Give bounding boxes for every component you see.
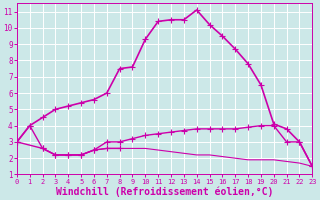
X-axis label: Windchill (Refroidissement éolien,°C): Windchill (Refroidissement éolien,°C) [56,186,273,197]
